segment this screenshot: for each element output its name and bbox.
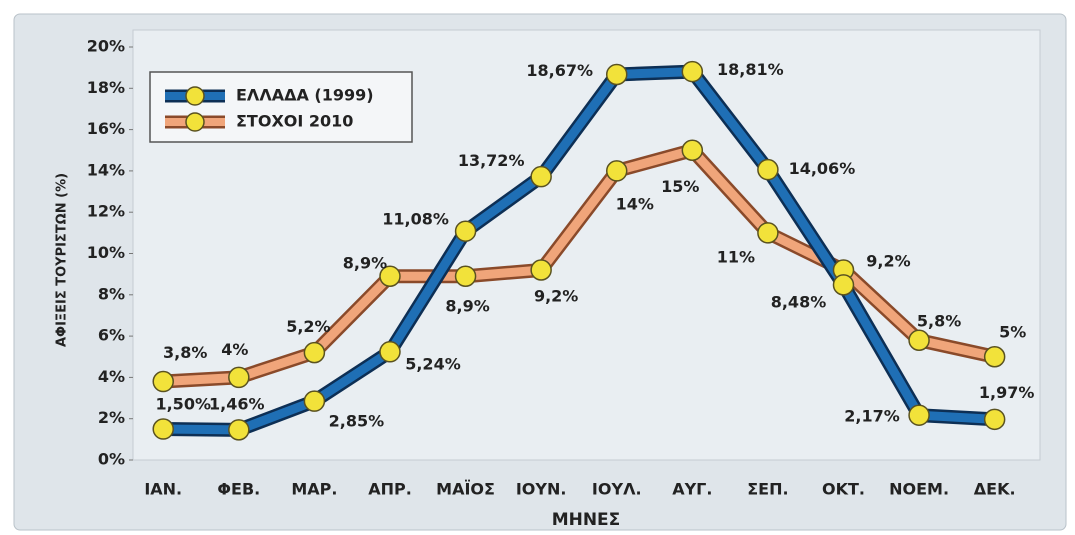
marker <box>983 346 1006 368</box>
y-tick-label: 10% <box>87 243 125 262</box>
x-tick-label: ΙΟΥΛ. <box>592 480 642 499</box>
legend-label: ΕΛΛΑΔΑ (1999) <box>236 86 374 105</box>
data-label: 3,8% <box>163 343 207 362</box>
marker <box>605 63 628 86</box>
marker <box>983 408 1006 431</box>
marker <box>228 366 250 389</box>
data-label: 8,9% <box>343 254 387 273</box>
marker <box>303 390 326 412</box>
marker <box>228 419 250 441</box>
marker <box>681 60 704 83</box>
data-label: 1,46% <box>209 394 265 413</box>
y-tick-label: 16% <box>87 119 125 138</box>
y-tick-label: 8% <box>98 284 125 303</box>
x-tick-label: ΜΑΡ. <box>291 480 337 499</box>
data-label: 14% <box>616 194 654 213</box>
data-label: 18,67% <box>526 61 593 80</box>
y-tick-label: 2% <box>98 408 125 427</box>
legend-label: ΣΤΟΧΟΙ 2010 <box>236 112 353 131</box>
marker <box>152 418 174 440</box>
y-tick-label: 0% <box>98 450 125 469</box>
x-tick-label: ΙΑΝ. <box>144 480 182 499</box>
y-tick-label: 18% <box>87 78 125 97</box>
x-tick-label: ΦΕΒ. <box>217 480 260 499</box>
y-tick-label: 6% <box>98 326 125 345</box>
y-tick-label: 14% <box>87 160 125 179</box>
x-tick-label: ΙΟΥΝ. <box>516 480 567 499</box>
data-label: 5,24% <box>405 354 461 373</box>
marker <box>152 370 174 393</box>
marker <box>454 220 477 242</box>
marker <box>757 158 779 181</box>
x-tick-label: ΣΕΠ. <box>747 480 788 499</box>
data-label: 2,85% <box>329 412 385 431</box>
y-tick-label: 20% <box>87 37 125 56</box>
data-label: 13,72% <box>458 151 525 170</box>
line <box>162 145 996 387</box>
data-label: 14,06% <box>789 159 856 178</box>
data-label: 9,2% <box>534 287 578 306</box>
x-tick-label: ΑΥΓ. <box>672 480 712 499</box>
marker <box>530 165 552 188</box>
data-label: 4% <box>221 340 248 359</box>
legend-marker <box>185 112 205 132</box>
x-axis-label: ΜΗΝΕΣ <box>552 510 621 530</box>
data-label: 11% <box>717 247 755 266</box>
data-label: 9,2% <box>866 252 910 271</box>
marker <box>757 222 779 244</box>
line <box>163 67 995 435</box>
data-label: 1,50% <box>155 395 211 414</box>
marker <box>908 404 930 426</box>
marker <box>832 274 855 296</box>
data-label: 8,9% <box>445 297 489 316</box>
data-label: 1,97% <box>979 383 1035 402</box>
data-label: 5,8% <box>917 312 961 331</box>
x-tick-label: ΝΟΕΜ. <box>889 480 949 499</box>
legend-box <box>149 71 413 143</box>
marker <box>681 139 704 161</box>
marker <box>379 341 401 363</box>
y-tick-label: 4% <box>98 367 125 386</box>
data-label: 5% <box>999 322 1026 341</box>
data-label: 8,48% <box>771 292 827 311</box>
y-axis-label: ΑΦΙΞΕΙΣ ΤΟΥΡΙΣΤΩΝ (%) <box>55 173 70 347</box>
data-label: 5,2% <box>286 317 330 336</box>
marker <box>530 259 552 281</box>
x-tick-label: ΑΠΡ. <box>368 480 412 499</box>
marker <box>908 329 930 351</box>
x-tick-label: ΟΚΤ. <box>822 480 865 499</box>
legend-marker <box>185 86 205 106</box>
data-label: 2,17% <box>844 407 900 426</box>
y-tick-label: 12% <box>87 202 125 221</box>
data-label: 11,08% <box>382 210 449 229</box>
data-label: 15% <box>661 177 699 196</box>
marker <box>454 265 477 287</box>
marker <box>379 265 401 287</box>
marker <box>605 160 628 182</box>
data-label: 18,81% <box>717 60 784 79</box>
x-tick-label: ΜΑΪΟΣ <box>436 480 495 499</box>
marker <box>303 341 326 364</box>
x-tick-label: ΔΕΚ. <box>974 480 1016 499</box>
